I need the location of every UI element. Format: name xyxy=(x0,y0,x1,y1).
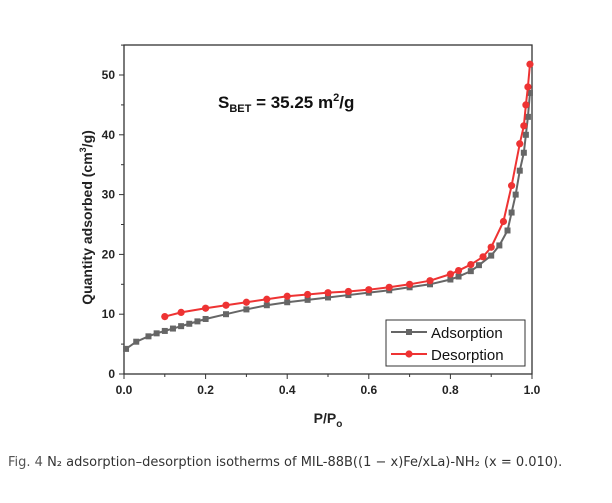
adsorption-point xyxy=(447,276,454,283)
x-tick-label: 0.2 xyxy=(197,383,214,397)
legend-desorption-marker xyxy=(405,350,413,358)
adsorption-point xyxy=(194,318,201,325)
adsorption-point xyxy=(161,327,168,334)
adsorption-point xyxy=(202,315,209,322)
desorption-point xyxy=(522,101,530,109)
isotherm-chart: 0.0 0.2 0.4 0.6 0.8 1.0 0 10 20 30 40 50 P/Po Quantit… xyxy=(78,44,541,430)
legend-adsorption-marker xyxy=(406,329,412,335)
desorption-point xyxy=(304,290,312,299)
desorption-point xyxy=(406,280,414,288)
adsorption-point xyxy=(475,262,482,269)
desorption-point xyxy=(177,308,185,317)
sbet-annotation: SBET = 35.25 m2/g xyxy=(218,92,354,115)
adsorption-point xyxy=(133,338,140,345)
adsorption-point xyxy=(496,242,503,249)
desorption-point xyxy=(446,270,454,278)
adsorption-point xyxy=(186,320,193,327)
legend-adsorption-label: Adsorption xyxy=(431,325,503,342)
sbet-sub: BET xyxy=(229,103,251,115)
desorption-point xyxy=(202,304,210,312)
y-axis-label-end: /g) xyxy=(79,130,95,147)
adsorption-point xyxy=(145,333,152,340)
desorption-point xyxy=(499,217,508,226)
desorption-point xyxy=(344,287,352,296)
sbet-value: = 35.25 m xyxy=(251,93,333,112)
adsorption-point xyxy=(169,325,176,332)
caption-label: Fig. 4 xyxy=(8,455,43,470)
x-tick-label: 0.4 xyxy=(279,383,296,397)
x-axis-label: P/Po xyxy=(314,410,343,430)
x-tick-label: 0.0 xyxy=(116,383,133,397)
adsorption-point xyxy=(522,131,529,138)
adsorption-point xyxy=(524,113,531,120)
adsorption-point xyxy=(284,299,291,306)
desorption-point xyxy=(365,286,373,294)
legend: Adsorption Desorption xyxy=(385,319,526,367)
legend-box xyxy=(385,319,526,367)
desorption-point xyxy=(222,301,230,309)
desorption-point xyxy=(454,266,463,275)
y-axis-label: Quantity adsorbed (cm3/g) xyxy=(78,130,95,305)
desorption-point xyxy=(508,182,516,190)
y-tick-label: 50 xyxy=(102,68,116,82)
caption-text: N₂ adsorption–desorption isotherms of MI… xyxy=(42,455,563,470)
adsorption-point xyxy=(467,268,474,275)
y-tick-label: 10 xyxy=(102,307,116,321)
desorption-point xyxy=(324,289,332,297)
adsorption-point xyxy=(263,302,270,309)
desorption-point xyxy=(487,243,495,251)
desorption-point xyxy=(283,292,291,300)
figure-caption: Fig. 4 N₂ adsorption–desorption isotherm… xyxy=(8,452,604,473)
desorption-point xyxy=(161,312,169,321)
legend-desorption-label: Desorption xyxy=(431,347,504,364)
adsorption-point xyxy=(526,89,533,96)
desorption-point xyxy=(385,283,393,291)
sbet-sup: 2 xyxy=(333,92,339,104)
y-tick-label: 40 xyxy=(102,128,116,142)
y-tick-label: 0 xyxy=(108,367,115,381)
adsorption-point xyxy=(153,330,160,337)
desorption-point xyxy=(479,253,487,261)
desorption-point xyxy=(263,295,271,303)
adsorption-point xyxy=(123,345,130,352)
adsorption-point xyxy=(508,209,515,216)
desorption-point xyxy=(516,140,524,148)
y-tick-label: 30 xyxy=(102,188,116,202)
adsorption-point xyxy=(516,167,523,174)
y-tick-label: 20 xyxy=(102,247,116,261)
x-tick-label: 0.6 xyxy=(360,383,377,397)
x-tick-label: 0.8 xyxy=(442,383,459,397)
adsorption-point xyxy=(520,149,527,156)
sbet-unit: /g xyxy=(339,93,354,112)
desorption-point xyxy=(426,277,434,285)
adsorption-point xyxy=(504,227,511,234)
adsorption-point xyxy=(178,323,185,330)
desorption-point xyxy=(520,122,528,130)
adsorption-point xyxy=(243,306,250,313)
desorption-point xyxy=(242,298,250,306)
adsorption-point xyxy=(304,296,311,303)
adsorption-point xyxy=(488,252,495,259)
adsorption-point xyxy=(512,191,519,198)
x-tick-label: 1.0 xyxy=(524,383,541,397)
desorption-point xyxy=(526,60,534,68)
x-axis-label-sub: o xyxy=(336,419,342,430)
desorption-point xyxy=(467,260,475,269)
y-axis-label-sup: 3 xyxy=(78,147,88,152)
desorption-point xyxy=(524,83,532,91)
adsorption-point xyxy=(455,273,462,280)
adsorption-point xyxy=(325,294,331,301)
adsorption-point xyxy=(223,311,229,318)
